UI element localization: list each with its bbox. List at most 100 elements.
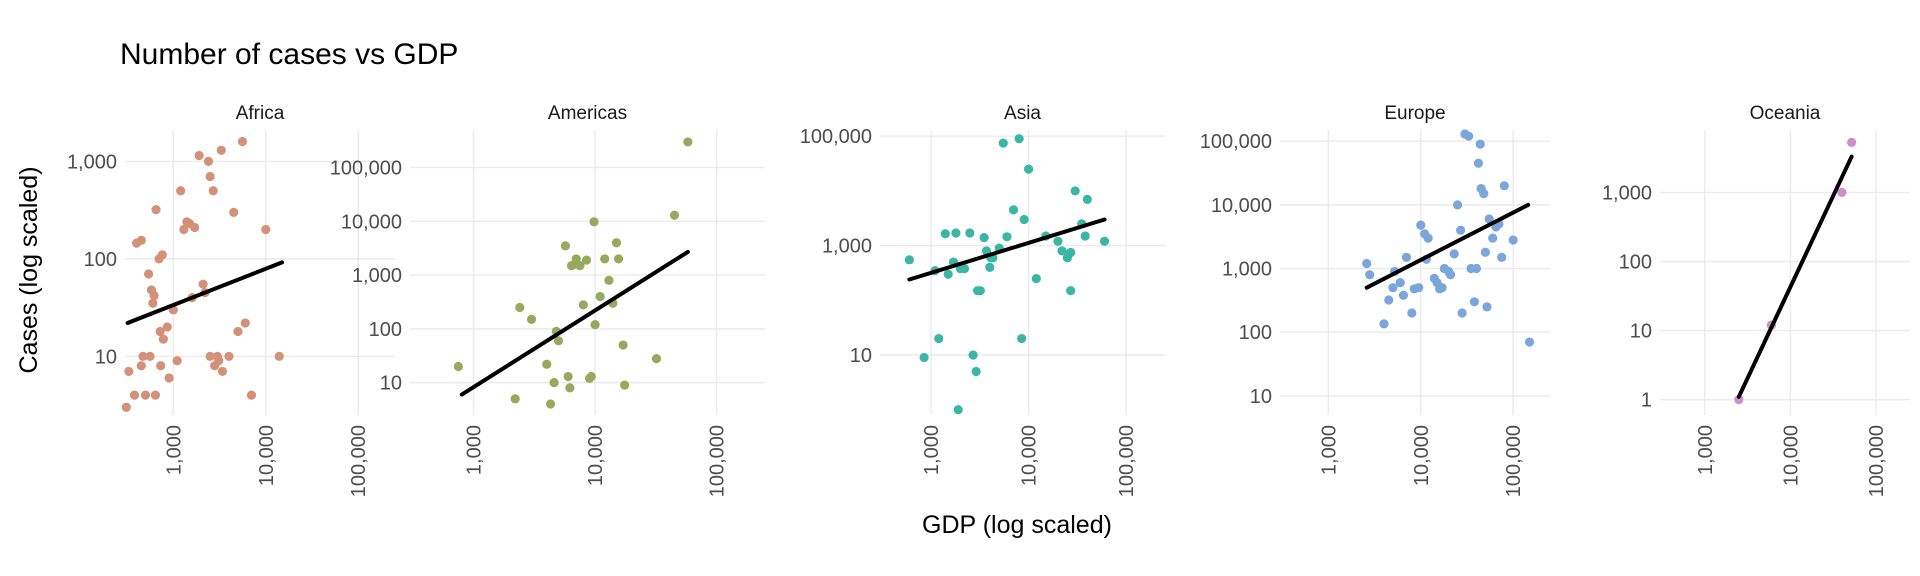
data-point [1066, 286, 1076, 296]
data-point [571, 254, 581, 264]
data-point [985, 262, 995, 272]
data-point [164, 373, 174, 383]
data-point [1482, 302, 1492, 312]
y-tick-label: 100 [1619, 251, 1652, 273]
y-tick-label: 10,000 [341, 211, 402, 233]
data-point [669, 210, 680, 220]
data-point [129, 390, 140, 400]
data-point [620, 380, 630, 390]
data-point [1449, 249, 1459, 259]
x-tick-label: 1,000 [464, 425, 486, 475]
data-point [1452, 200, 1463, 210]
data-point [190, 222, 200, 233]
data-point [1407, 308, 1417, 318]
x-tick-label: 100,000 [1866, 425, 1888, 497]
data-point [1388, 283, 1398, 293]
y-tick-label: 1 [1641, 390, 1652, 412]
panel-europe: Europe 1,000 10,000 100,000 10 100 1,000 10,000… [1200, 103, 1550, 497]
data-point [145, 351, 155, 361]
x-tick-label: 1,000 [1318, 425, 1340, 475]
data-point [998, 138, 1008, 148]
data-point [1080, 231, 1090, 241]
data-point [1480, 247, 1490, 257]
strip-label: Africa [236, 103, 285, 124]
data-point [618, 340, 628, 350]
data-point [1437, 283, 1447, 293]
data-point [217, 366, 228, 377]
data-point [140, 390, 151, 400]
data-point [595, 291, 605, 302]
data-point [1508, 235, 1518, 245]
x-tick-label: 100,000 [1503, 425, 1525, 497]
y-tick-label: 100,000 [330, 158, 402, 180]
data-point [124, 366, 134, 377]
x-tick-label: 10,000 [1411, 425, 1433, 486]
data-point [1469, 297, 1479, 307]
data-point [179, 224, 189, 235]
y-tick-label: 1,000 [1602, 182, 1652, 204]
data-point [934, 333, 944, 344]
data-point [1053, 236, 1063, 246]
data-point [553, 336, 564, 346]
panel-africa: Africa 1,000 10,000 100,000 10 100 1,000 [67, 103, 395, 497]
strip-label: Asia [1004, 103, 1041, 124]
data-point [940, 229, 950, 239]
data-point [965, 228, 975, 238]
data-point [1473, 158, 1483, 168]
y-tick-label: 100 [369, 319, 402, 341]
chart-title: Number of cases vs GDP [120, 38, 458, 71]
y-tick-label: 100,000 [800, 126, 872, 148]
data-point [1070, 186, 1080, 196]
data-point [237, 136, 248, 147]
data-point [600, 254, 610, 264]
panel-asia: Asia 1,000 10,000 100,000 10 1,000 100,000 [800, 103, 1165, 497]
x-tick-label: 10,000 [585, 425, 607, 486]
y-tick-label: 10 [95, 346, 117, 368]
data-point [1484, 214, 1494, 224]
trend-line [125, 260, 285, 325]
strip-label: Europe [1384, 103, 1445, 124]
data-point [151, 205, 161, 215]
x-tick-label: 1,000 [1695, 425, 1717, 475]
data-point [176, 186, 186, 196]
data-point [951, 228, 961, 238]
data-point [1082, 194, 1092, 204]
data-point [683, 137, 693, 147]
data-point [1423, 233, 1433, 243]
y-tick-label: 10 [1250, 386, 1272, 408]
data-point [203, 156, 214, 167]
data-point [138, 351, 148, 361]
data-point [205, 351, 215, 361]
trend-line [1364, 202, 1531, 290]
x-tick-label: 100,000 [1116, 425, 1138, 497]
data-point [613, 254, 624, 264]
data-point [1031, 273, 1041, 284]
data-point [150, 390, 161, 400]
x-axis-title: GDP (log scaled) [922, 511, 1112, 539]
data-point [975, 286, 985, 296]
data-point [919, 352, 929, 363]
data-point [1464, 131, 1474, 141]
data-point [1524, 337, 1535, 347]
data-point [1837, 187, 1847, 197]
data-point [1014, 134, 1024, 144]
data-point [589, 217, 599, 227]
data-point [1416, 220, 1426, 230]
y-tick-label: 1,000 [822, 236, 872, 258]
data-point [1401, 252, 1412, 262]
data-point [560, 241, 571, 251]
data-point [158, 334, 168, 344]
data-point [274, 351, 284, 361]
data-point [1457, 308, 1467, 318]
data-point [651, 353, 662, 364]
data-point [586, 371, 596, 382]
data-point [208, 186, 218, 196]
x-tick-label: 10,000 [1780, 425, 1802, 486]
y-tick-label: 1,000 [352, 265, 402, 287]
data-point [1023, 164, 1034, 174]
data-point [224, 351, 234, 361]
data-point [194, 150, 204, 161]
data-point [1475, 139, 1485, 149]
data-point [611, 238, 622, 248]
